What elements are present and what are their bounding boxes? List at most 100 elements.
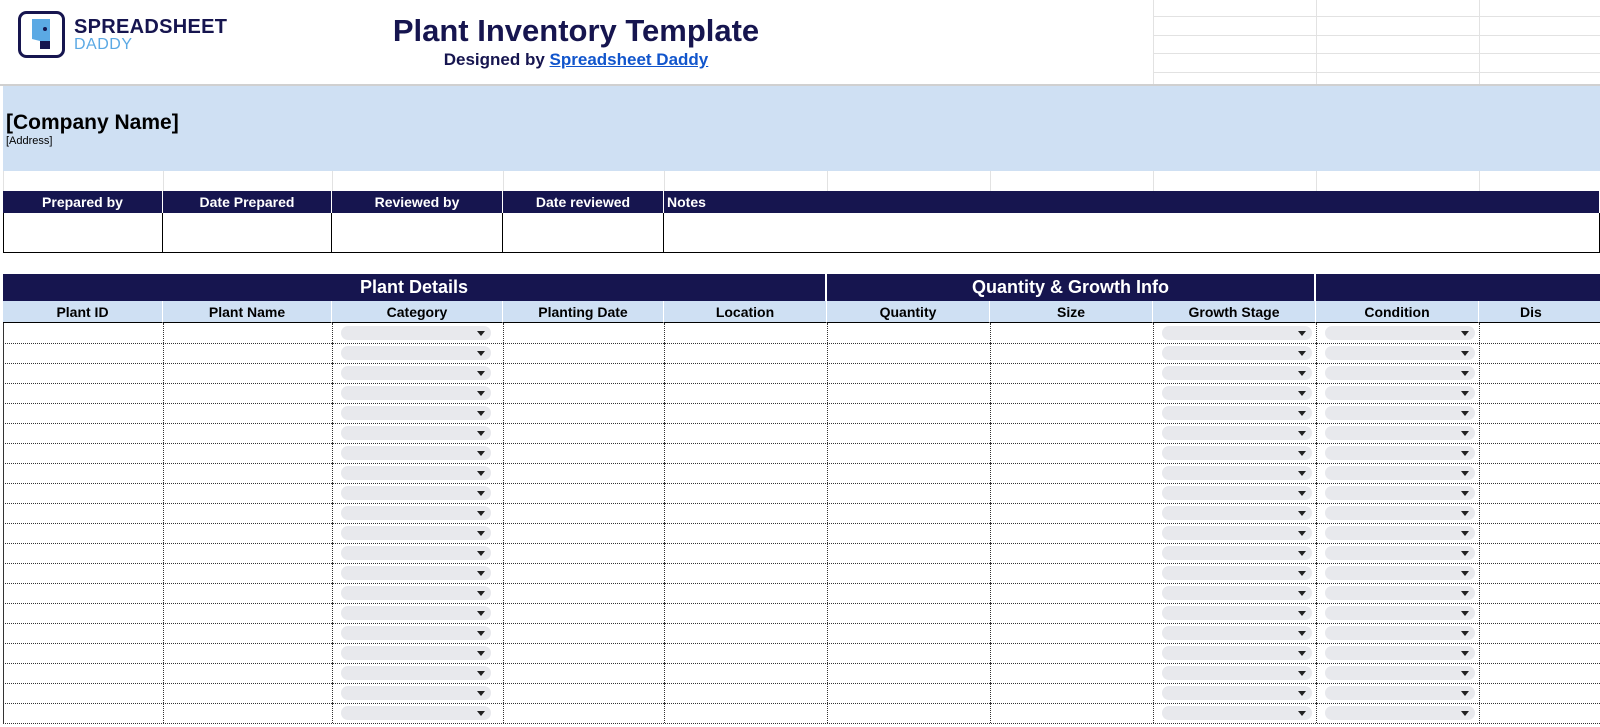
cell[interactable]: [1316, 323, 1479, 343]
cell[interactable]: [827, 363, 990, 383]
cell[interactable]: [1479, 403, 1600, 423]
dropdown[interactable]: [341, 486, 491, 500]
dropdown[interactable]: [341, 666, 491, 680]
cell[interactable]: [503, 663, 664, 683]
cell[interactable]: [332, 383, 503, 403]
cell[interactable]: [503, 603, 664, 623]
cell[interactable]: [990, 563, 1153, 583]
cell[interactable]: [827, 503, 990, 523]
cell[interactable]: [503, 403, 664, 423]
dropdown[interactable]: [341, 586, 491, 600]
cell[interactable]: [163, 403, 332, 423]
cell[interactable]: [990, 643, 1153, 663]
cell[interactable]: [1479, 623, 1600, 643]
cell[interactable]: [163, 383, 332, 403]
dropdown[interactable]: [1162, 366, 1312, 380]
cell[interactable]: [664, 323, 827, 343]
dropdown[interactable]: [1162, 626, 1312, 640]
dropdown[interactable]: [341, 326, 491, 340]
cell[interactable]: [503, 583, 664, 603]
cell[interactable]: [1153, 663, 1316, 683]
dropdown[interactable]: [1162, 586, 1312, 600]
cell[interactable]: [1153, 683, 1316, 703]
cell[interactable]: [664, 483, 827, 503]
cell[interactable]: [3, 423, 163, 443]
cell[interactable]: [1153, 343, 1316, 363]
cell[interactable]: [1153, 583, 1316, 603]
dropdown[interactable]: [1162, 346, 1312, 360]
cell[interactable]: [990, 583, 1153, 603]
cell[interactable]: [1153, 483, 1316, 503]
dropdown[interactable]: [341, 386, 491, 400]
cell[interactable]: [332, 323, 503, 343]
cell[interactable]: [3, 363, 163, 383]
cell[interactable]: [332, 583, 503, 603]
cell[interactable]: [163, 363, 332, 383]
cell[interactable]: [3, 583, 163, 603]
cell[interactable]: [1316, 603, 1479, 623]
cell[interactable]: [1316, 483, 1479, 503]
dropdown[interactable]: [341, 406, 491, 420]
cell[interactable]: [1479, 523, 1600, 543]
cell[interactable]: [163, 523, 332, 543]
cell[interactable]: [1316, 543, 1479, 563]
cell[interactable]: [1153, 323, 1316, 343]
cell[interactable]: [1479, 703, 1600, 723]
cell[interactable]: [163, 323, 332, 343]
dropdown[interactable]: [1162, 566, 1312, 580]
cell[interactable]: [1153, 403, 1316, 423]
cell[interactable]: [827, 643, 990, 663]
cell[interactable]: [163, 703, 332, 723]
dropdown[interactable]: [1162, 426, 1312, 440]
dropdown[interactable]: [1325, 606, 1475, 620]
dropdown[interactable]: [1325, 426, 1475, 440]
cell[interactable]: [990, 703, 1153, 723]
cell[interactable]: [990, 443, 1153, 463]
cell[interactable]: [827, 443, 990, 463]
cell[interactable]: [163, 503, 332, 523]
cell[interactable]: [332, 503, 503, 523]
cell[interactable]: [503, 463, 664, 483]
dropdown[interactable]: [1325, 646, 1475, 660]
cell[interactable]: [1479, 563, 1600, 583]
cell[interactable]: [332, 703, 503, 723]
cell[interactable]: [503, 343, 664, 363]
cell[interactable]: [163, 603, 332, 623]
cell[interactable]: [3, 523, 163, 543]
info-cell[interactable]: [503, 213, 664, 253]
dropdown[interactable]: [1325, 506, 1475, 520]
cell[interactable]: [827, 683, 990, 703]
cell[interactable]: [163, 463, 332, 483]
cell[interactable]: [990, 663, 1153, 683]
dropdown[interactable]: [1162, 666, 1312, 680]
cell[interactable]: [1153, 503, 1316, 523]
dropdown[interactable]: [1325, 666, 1475, 680]
cell[interactable]: [3, 643, 163, 663]
cell[interactable]: [1316, 643, 1479, 663]
cell[interactable]: [664, 343, 827, 363]
cell[interactable]: [1479, 663, 1600, 683]
cell[interactable]: [664, 703, 827, 723]
cell[interactable]: [3, 623, 163, 643]
cell[interactable]: [664, 663, 827, 683]
cell[interactable]: [827, 703, 990, 723]
cell[interactable]: [1153, 643, 1316, 663]
cell[interactable]: [664, 603, 827, 623]
info-cell[interactable]: [163, 213, 332, 253]
cell[interactable]: [1316, 363, 1479, 383]
cell[interactable]: [163, 583, 332, 603]
cell[interactable]: [664, 563, 827, 583]
cell[interactable]: [1153, 603, 1316, 623]
cell[interactable]: [503, 363, 664, 383]
cell[interactable]: [3, 463, 163, 483]
info-cell[interactable]: [332, 213, 503, 253]
cell[interactable]: [163, 423, 332, 443]
dropdown[interactable]: [1162, 446, 1312, 460]
cell[interactable]: [1479, 323, 1600, 343]
cell[interactable]: [990, 543, 1153, 563]
dropdown[interactable]: [1162, 646, 1312, 660]
cell[interactable]: [3, 323, 163, 343]
cell[interactable]: [1316, 523, 1479, 543]
cell[interactable]: [332, 643, 503, 663]
cell[interactable]: [503, 423, 664, 443]
